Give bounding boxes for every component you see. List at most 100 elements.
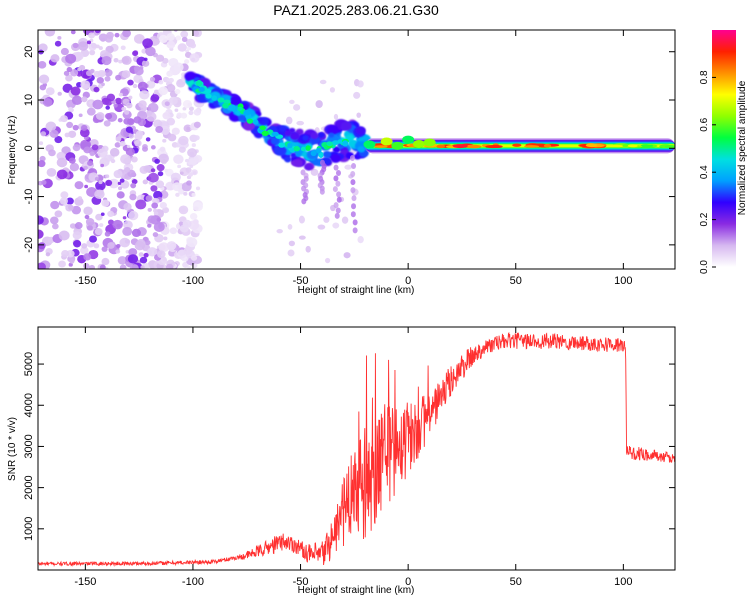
spectrogram-track-blob — [295, 151, 302, 158]
spectrogram-noise-blob — [288, 240, 296, 247]
spectrogram-track-blob — [310, 132, 319, 140]
spectrogram-tail-blob — [350, 171, 356, 178]
spectrogram-noise-blob — [90, 43, 97, 49]
spectrogram-noise-blob — [83, 146, 92, 154]
spectrogram-noise-blob — [186, 180, 192, 186]
spectrogram-noise-blob — [178, 135, 189, 146]
spectrogram-noise-blob — [127, 79, 134, 86]
spectrogram-noise-blob — [54, 135, 63, 144]
spectrogram-noise-blob — [299, 216, 306, 224]
spectrogram-tone-core — [436, 144, 446, 149]
spectrogram-noise-blob — [185, 167, 192, 173]
snr-series-line — [38, 331, 675, 567]
spectrogram-noise-blob — [324, 257, 331, 264]
spectrogram-noise-blob — [89, 235, 98, 243]
spectrogram-noise-blob — [187, 265, 191, 269]
spectrogram-track-blob — [184, 71, 197, 82]
spectrogram-noise-blob — [173, 62, 184, 72]
spectrogram-track-blob — [257, 117, 264, 123]
spectrogram-noise-blob — [100, 163, 105, 168]
spectrogram-noise-blob — [125, 147, 135, 156]
spectrogram-track-blob — [317, 132, 325, 139]
spectrogram-noise-blob — [52, 223, 59, 230]
spectrogram-tone-core — [391, 141, 404, 150]
spectrogram-noise-blob — [189, 53, 200, 63]
spectrogram-noise-blob — [63, 70, 70, 76]
spectrogram-noise-blob — [95, 180, 106, 191]
spectrogram-track-core — [261, 130, 269, 137]
spectrogram-noise-blob — [135, 130, 144, 138]
spectrogram-noise-blob — [91, 144, 99, 151]
spectrogram-frame — [37, 29, 676, 270]
spectrogram-noise-blob — [56, 157, 68, 168]
spectrogram-noise-blob — [188, 106, 194, 112]
spectrogram-noise-blob — [150, 168, 156, 173]
spectrogram-tone-core — [664, 145, 675, 149]
spectrogram-noise-blob — [179, 171, 184, 175]
spectrogram-noise-blob — [119, 178, 125, 183]
spectrogram-noise-blob — [166, 40, 176, 49]
spectrogram-noise-blob — [148, 172, 159, 183]
spectrogram-noise-blob — [107, 210, 115, 218]
spectrogram-noise-blob — [104, 69, 113, 77]
spectrogram-noise-blob — [315, 100, 323, 108]
snr-x-tick-label: 50 — [510, 576, 522, 588]
spectrogram-noise-blob — [69, 162, 80, 172]
spectrogram-noise-blob — [357, 80, 364, 88]
spectrogram-noise-blob — [132, 83, 138, 89]
spectrogram-noise-blob — [88, 32, 95, 39]
spectrogram-noise-blob — [39, 84, 47, 91]
spectrogram-noise-blob — [71, 205, 82, 215]
spectrogram-noise-blob — [195, 186, 201, 191]
spectrogram-noise-blob — [293, 104, 301, 111]
spectrogram-noise-blob — [142, 179, 148, 185]
colorbar: 0.0 0.2 0.4 0.6 0.8 Normalized spectral ampl… — [699, 30, 748, 274]
spectrogram-noise-blob — [95, 112, 105, 120]
spectrogram-tone-core — [640, 144, 654, 148]
colorbar-tick-label: 0.4 — [699, 165, 710, 179]
spectrogram-noise-blob — [119, 140, 126, 147]
spectrogram-noise-blob — [66, 197, 74, 205]
spectrogram-track-core — [342, 140, 349, 147]
spectrogram-noise-blob — [298, 235, 306, 240]
spectrogram-noise-blob — [296, 120, 305, 126]
spectrogram-noise-blob — [128, 133, 134, 139]
spectrogram-noise-blob — [57, 91, 62, 96]
spectrogram-tail-blob — [336, 196, 342, 203]
spectrogram-noise-blob — [120, 154, 131, 164]
spectrogram-noise-blob — [83, 253, 92, 261]
spectrogram-noise-blob — [186, 46, 192, 51]
spectrogram-noise-blob — [66, 121, 74, 129]
spectrogram-noise-blob — [188, 110, 194, 116]
spectrogram-tone-core — [524, 145, 540, 148]
spectrogram-noise-blob — [118, 59, 123, 64]
spectrogram-x-tick-label: 100 — [614, 275, 632, 287]
spectrogram-noise-blob — [88, 100, 93, 105]
spectrogram-noise-blob — [143, 165, 151, 173]
spectrogram-noise-blob — [153, 222, 165, 232]
spectrogram-noise-blob — [142, 38, 153, 49]
spectrogram-noise-blob — [78, 113, 83, 118]
spectrogram-noise-blob — [166, 70, 174, 77]
spectrogram-track-blob — [302, 135, 309, 141]
spectrogram-y-tick-label: 0 — [23, 145, 35, 151]
spectrogram-noise-blob — [77, 67, 82, 72]
spectrogram-noise-blob — [80, 246, 89, 255]
snr-y-tick-label: 3000 — [23, 434, 35, 458]
spectrogram-noise-blob — [110, 158, 116, 164]
spectrogram-tone-core — [452, 144, 468, 149]
spectrogram-tail-blob — [349, 154, 355, 161]
spectrogram-noise-blob — [69, 258, 75, 264]
colorbar-ticks: 0.0 0.2 0.4 0.6 0.8 — [699, 70, 716, 274]
spectrogram-noise-blob — [166, 33, 175, 42]
spectrogram-noise-blob — [134, 139, 142, 147]
spectrogram-y-tick-label: -20 — [23, 237, 35, 253]
spectrogram-noise-blob — [99, 223, 104, 227]
spectrogram-y-tick-label: 20 — [23, 46, 35, 58]
spectrogram-noise-blob — [341, 216, 349, 224]
spectrogram-noise-blob — [133, 116, 142, 124]
spectrogram-tone-core — [512, 143, 522, 147]
